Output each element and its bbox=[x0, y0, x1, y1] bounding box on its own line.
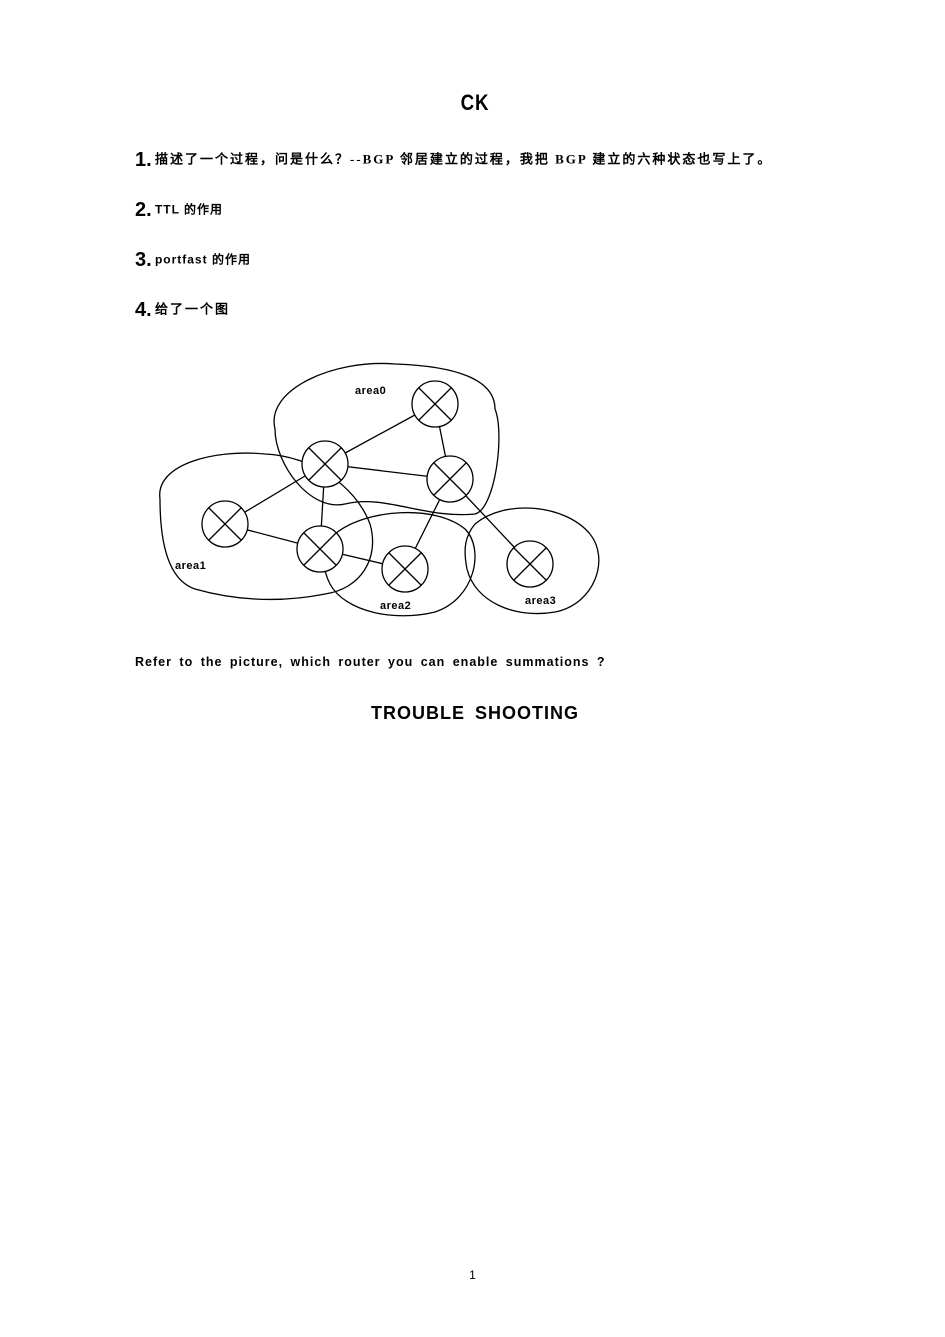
question-text: Refer to the picture, which router you c… bbox=[135, 655, 815, 669]
item-dot: . bbox=[146, 149, 152, 171]
item-dot: . bbox=[146, 249, 152, 271]
svg-text:area0: area0 bbox=[355, 385, 386, 397]
item-number: 4 bbox=[135, 299, 146, 321]
list-item: 4. 给了一个图 bbox=[135, 294, 815, 326]
svg-text:area1: area1 bbox=[175, 560, 206, 572]
list-item: 3. portfast 的作用 bbox=[135, 244, 815, 276]
list-item: 1. 描述了一个过程，问是什么？--BGP 邻居建立的过程，我把 BGP 建立的… bbox=[135, 144, 815, 176]
svg-text:area3: area3 bbox=[525, 595, 556, 607]
section-subtitle: TROUBLE SHOOTING bbox=[135, 703, 815, 724]
item-dot: . bbox=[146, 299, 152, 321]
item-number: 3 bbox=[135, 249, 146, 271]
page-title: CK bbox=[186, 90, 764, 116]
item-text: 描述了一个过程，问是什么？--BGP 邻居建立的过程，我把 BGP 建立的六种状… bbox=[155, 152, 772, 167]
svg-text:area2: area2 bbox=[380, 600, 411, 612]
network-diagram: area0 area1 area2 area3 bbox=[135, 354, 815, 629]
item-number: 1 bbox=[135, 149, 146, 171]
page-number: 1 bbox=[0, 1268, 945, 1282]
item-text: portfast 的作用 bbox=[155, 252, 251, 266]
item-number: 2 bbox=[135, 199, 146, 221]
item-dot: . bbox=[146, 199, 152, 221]
item-text: 给了一个图 bbox=[155, 302, 230, 317]
list-item: 2. TTL 的作用 bbox=[135, 194, 815, 226]
item-text: TTL 的作用 bbox=[155, 202, 223, 216]
